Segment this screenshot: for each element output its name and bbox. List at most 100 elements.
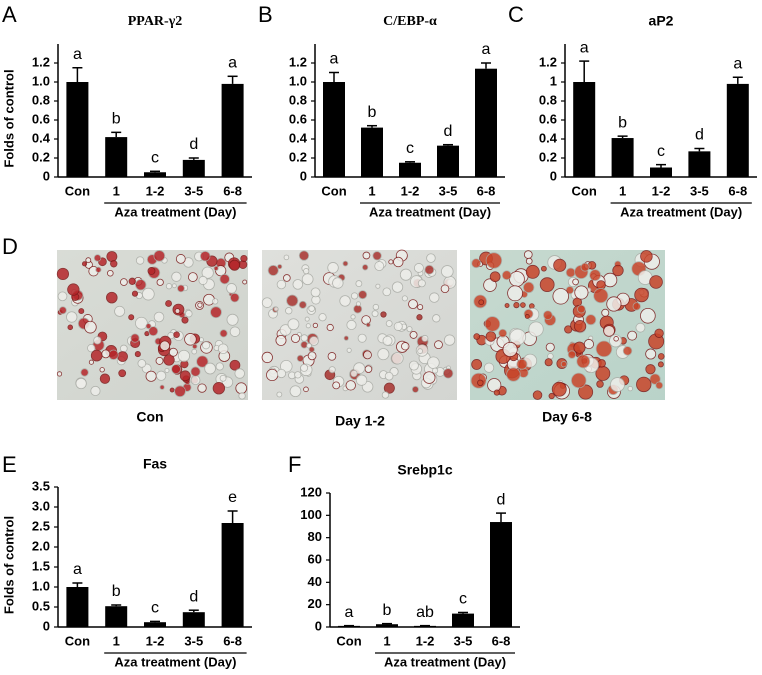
cell bbox=[645, 364, 656, 375]
cell bbox=[544, 358, 553, 367]
cell bbox=[300, 334, 309, 342]
bar bbox=[361, 127, 383, 177]
cell bbox=[144, 331, 150, 337]
bar bbox=[650, 167, 672, 177]
cell bbox=[573, 341, 586, 354]
cell bbox=[576, 354, 591, 369]
cell bbox=[640, 307, 656, 324]
cell bbox=[106, 251, 118, 262]
cell bbox=[657, 353, 665, 360]
cell bbox=[110, 260, 118, 268]
cell bbox=[328, 366, 336, 374]
cell bbox=[135, 279, 147, 291]
cell bbox=[432, 314, 441, 323]
cell bbox=[80, 368, 89, 377]
x-tick-label: Con bbox=[65, 633, 90, 648]
cell bbox=[627, 385, 633, 392]
panel-letter: E bbox=[2, 452, 17, 477]
cell bbox=[190, 366, 201, 377]
y-tick-label: 0.8 bbox=[289, 92, 307, 107]
cell bbox=[163, 354, 175, 366]
cell bbox=[155, 356, 164, 365]
cell bbox=[164, 367, 170, 373]
cell bbox=[266, 368, 279, 382]
cell bbox=[502, 341, 518, 358]
x-tick-label: 1-2 bbox=[652, 183, 671, 198]
cell bbox=[442, 368, 454, 379]
cell bbox=[279, 324, 292, 336]
cell bbox=[287, 318, 300, 331]
cell bbox=[422, 371, 436, 384]
cell bbox=[565, 267, 576, 278]
x-axis-label: Aza treatment (Day) bbox=[114, 204, 236, 219]
y-tick-label: 1 bbox=[550, 73, 557, 88]
cell bbox=[610, 377, 625, 393]
cell bbox=[350, 369, 358, 378]
cell bbox=[303, 386, 309, 393]
cell bbox=[570, 372, 587, 389]
cell bbox=[595, 340, 613, 358]
cell bbox=[406, 326, 413, 333]
y-tick-label: 0.8 bbox=[539, 92, 557, 107]
cell bbox=[101, 349, 111, 359]
cell bbox=[551, 381, 567, 397]
cell bbox=[355, 280, 363, 288]
cell bbox=[303, 268, 310, 275]
cell bbox=[145, 323, 152, 330]
significance-letter: b bbox=[618, 114, 627, 131]
cell bbox=[276, 279, 287, 290]
cell bbox=[332, 277, 344, 289]
cell bbox=[613, 336, 619, 342]
x-tick-label: 3-5 bbox=[454, 633, 473, 648]
cell bbox=[156, 370, 167, 381]
y-tick-label: 1.0 bbox=[289, 73, 307, 88]
y-tick-label: 1.2 bbox=[289, 54, 307, 69]
significance-letter: a bbox=[228, 55, 237, 72]
significance-letter: b bbox=[368, 104, 377, 121]
cell bbox=[645, 348, 657, 360]
cell bbox=[539, 277, 555, 293]
cell bbox=[627, 330, 638, 341]
significance-letter: b bbox=[112, 583, 121, 600]
significance-letter: a bbox=[580, 39, 589, 56]
x-tick-label: 6-8 bbox=[492, 633, 511, 648]
cell bbox=[201, 266, 214, 279]
cell bbox=[213, 265, 219, 271]
cell bbox=[119, 344, 128, 353]
cell bbox=[483, 278, 497, 292]
cell bbox=[275, 334, 287, 346]
y-tick-label: 2.0 bbox=[32, 538, 50, 553]
cell bbox=[332, 381, 341, 390]
cell bbox=[528, 303, 535, 309]
cell bbox=[128, 277, 136, 285]
cell bbox=[606, 296, 622, 312]
cell bbox=[192, 343, 198, 350]
y-tick-label: 0.6 bbox=[539, 111, 557, 126]
cell bbox=[489, 271, 501, 283]
cell bbox=[308, 305, 315, 312]
y-tick-label: 1.2 bbox=[32, 54, 50, 69]
significance-letter: c bbox=[151, 150, 159, 167]
cell bbox=[417, 279, 426, 288]
bar bbox=[144, 172, 166, 177]
significance-letter: d bbox=[497, 491, 506, 508]
cell bbox=[128, 314, 135, 321]
y-tick-label: 120 bbox=[300, 484, 322, 499]
cell bbox=[416, 314, 423, 321]
cell bbox=[153, 250, 166, 262]
cell bbox=[276, 391, 283, 398]
cell bbox=[67, 324, 74, 331]
x-tick-label: 3-5 bbox=[439, 183, 458, 198]
cell bbox=[168, 347, 178, 357]
cell bbox=[547, 352, 554, 360]
cell bbox=[171, 271, 182, 282]
cell bbox=[506, 367, 521, 382]
cell bbox=[134, 351, 141, 358]
cell bbox=[177, 284, 185, 293]
cell bbox=[401, 295, 408, 302]
cell bbox=[384, 371, 394, 381]
cell bbox=[305, 323, 311, 329]
cell bbox=[179, 370, 191, 382]
cell bbox=[640, 250, 653, 263]
